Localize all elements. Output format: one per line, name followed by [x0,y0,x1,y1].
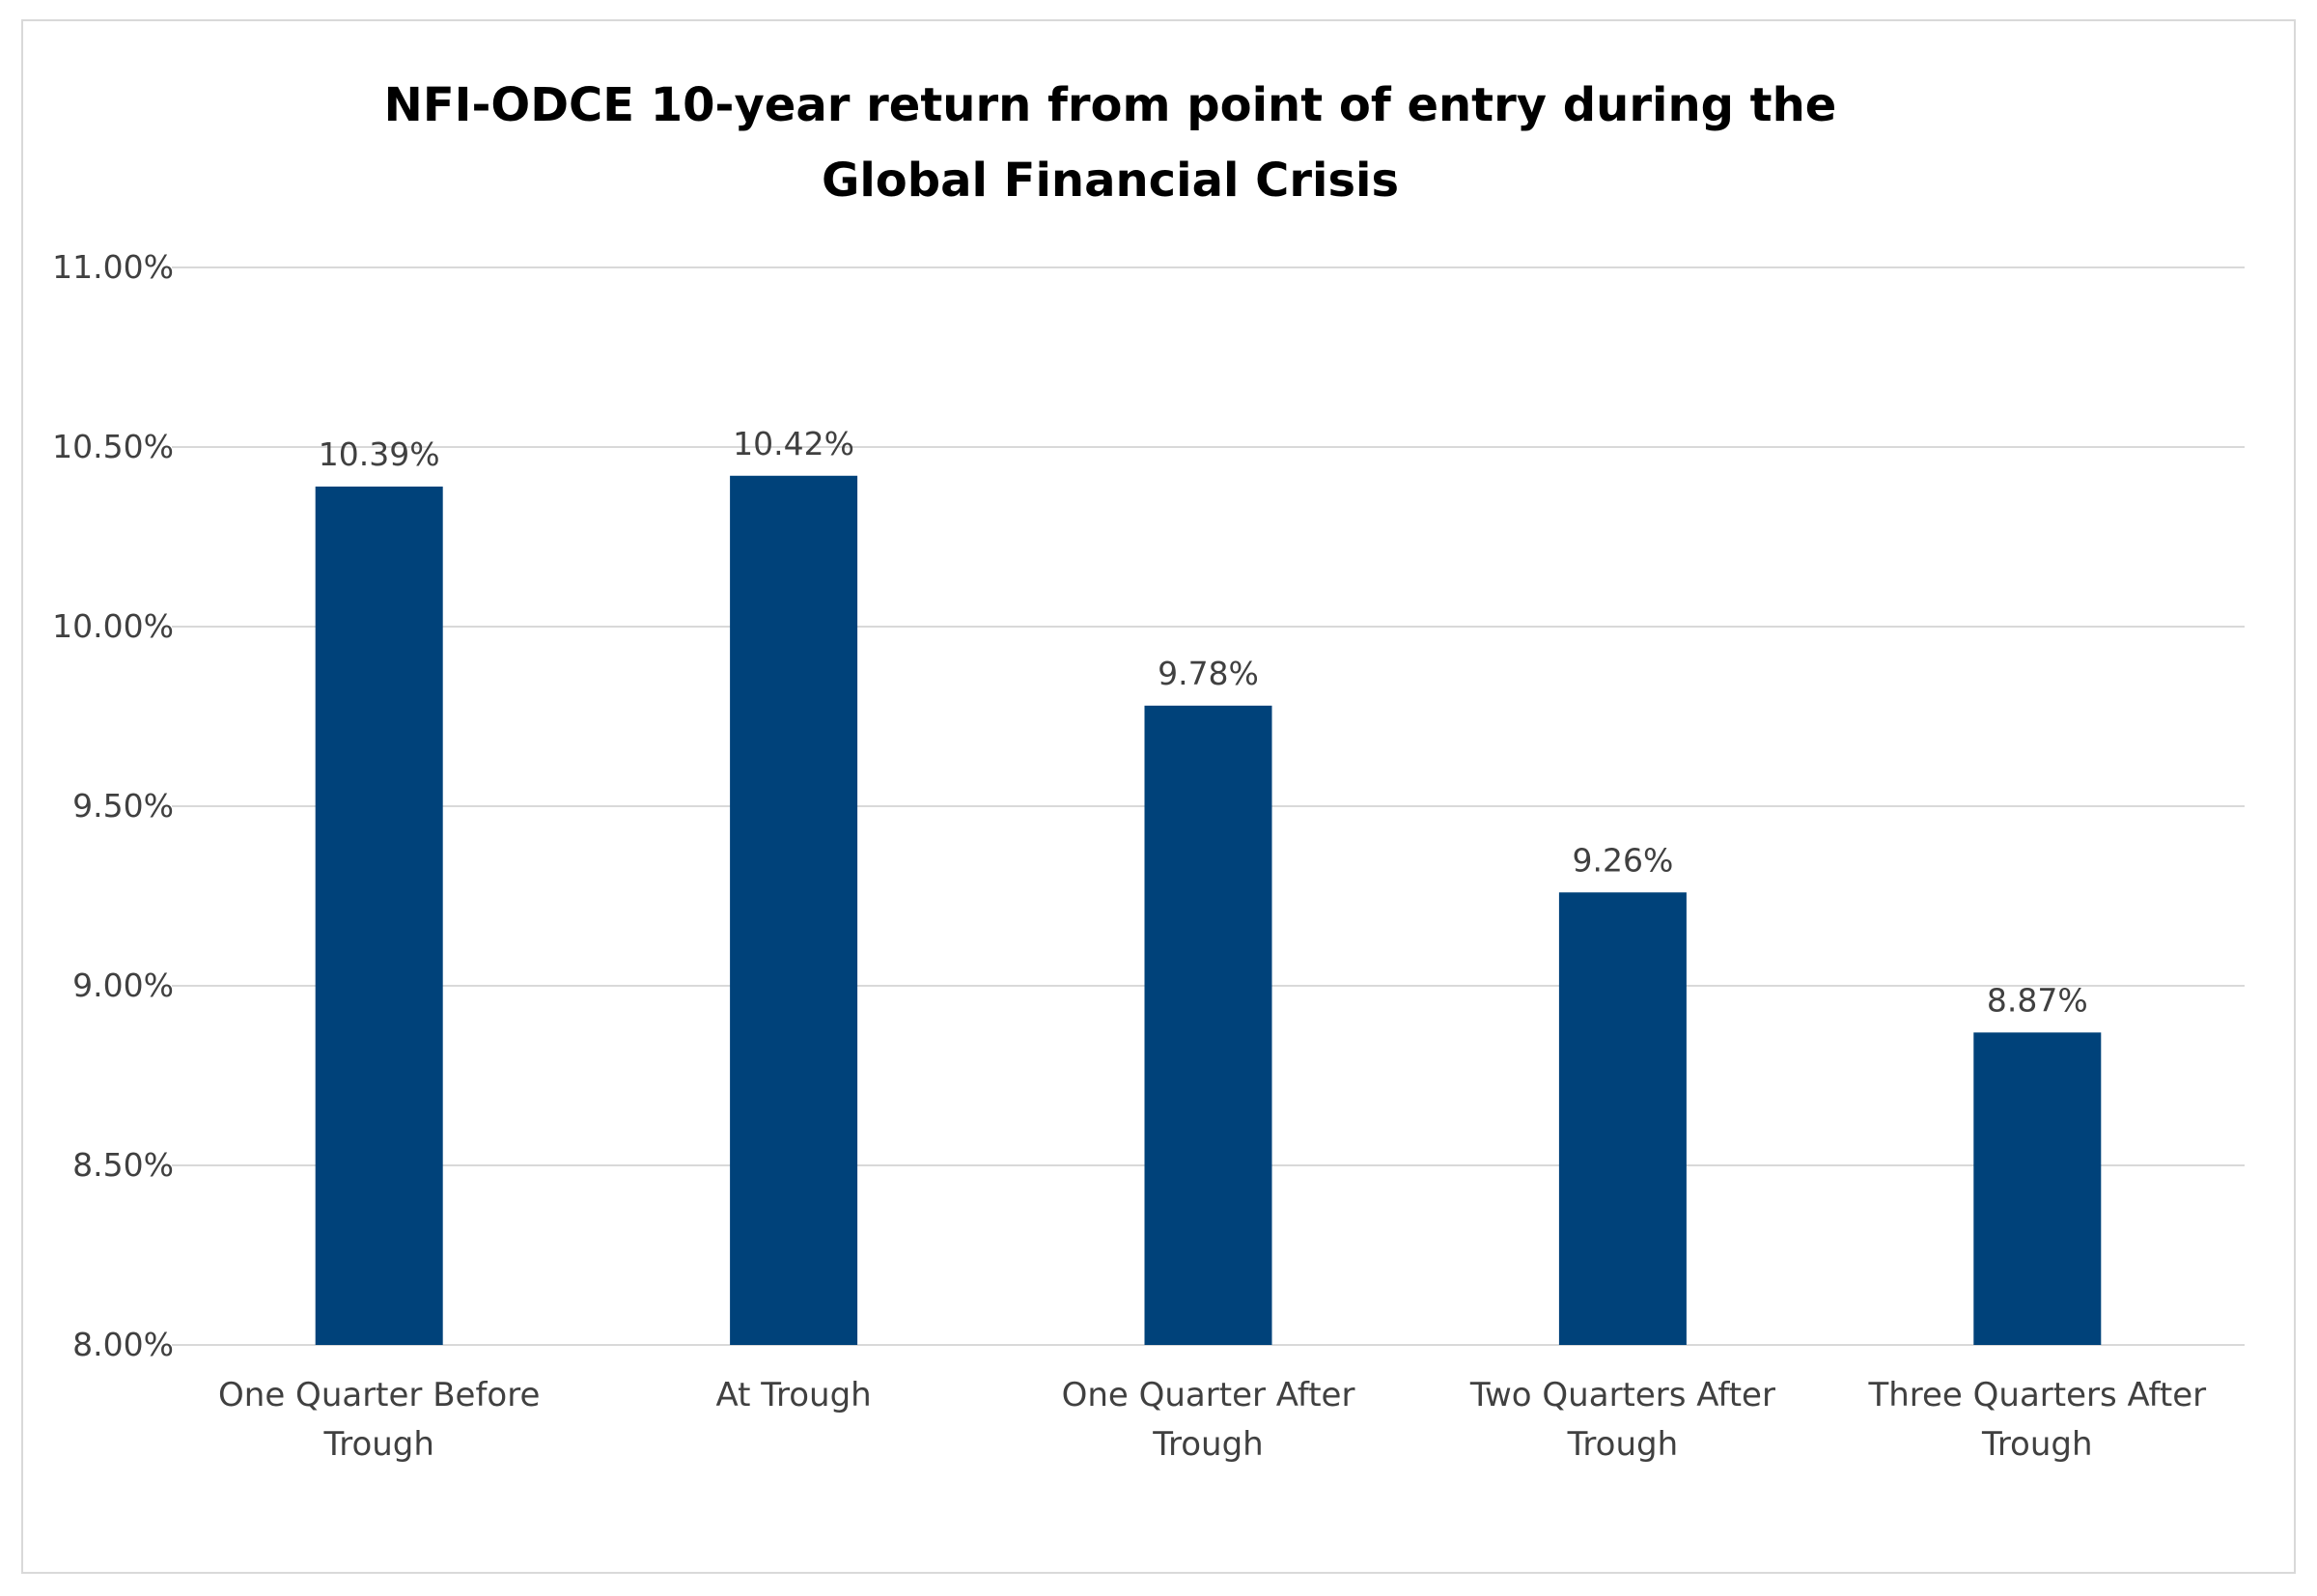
x-category-label: Trough [1567,1425,1678,1464]
x-category-label: Trough [1981,1425,2092,1464]
data-label: 10.42% [733,425,854,462]
x-category-label: Two Quarters After [1469,1376,1775,1414]
x-category-label: At Trough [715,1376,871,1414]
y-tick-label: 9.00% [72,966,174,1004]
y-tick-label: 11.00% [52,248,174,286]
y-tick-label: 8.00% [72,1326,174,1363]
data-label: 8.87% [1987,981,2088,1019]
bar [1973,1032,2102,1345]
y-tick-label: 8.50% [72,1146,174,1184]
y-tick-label: 9.50% [72,787,174,825]
data-label: 9.26% [1572,841,1673,879]
x-category-label: One Quarter Before [218,1376,540,1414]
chart-title-line-2: Global Financial Crisis [821,154,1400,208]
bar [1144,705,1272,1345]
data-label: 9.78% [1158,655,1259,692]
y-tick-label: 10.00% [52,607,174,645]
x-category-label: One Quarter After [1062,1376,1355,1414]
bar [730,475,858,1345]
data-labels: 10.39% 10.42% 9.78% 9.26% 8.87% [319,425,2088,1020]
bars [315,475,2102,1345]
x-category-label: Trough [1152,1425,1263,1464]
y-axis-tick-labels: 8.00% 8.50% 9.00% 9.50% 10.00% 10.50% 11.00% [52,248,174,1363]
bar [315,486,443,1345]
y-tick-label: 10.50% [52,428,174,465]
x-category-label: Three Quarters After [1867,1376,2206,1414]
chart-title: NFI-ODCE 10-year return from point of en… [290,68,1931,218]
data-label: 10.39% [319,435,440,473]
bar [1558,892,1687,1345]
x-axis-category-labels: One Quarter Before Trough At Trough One Qua… [218,1376,2206,1464]
chart-title-line-1: NFI-ODCE 10-year return from point of en… [383,78,1837,132]
x-category-label: Trough [322,1425,433,1464]
